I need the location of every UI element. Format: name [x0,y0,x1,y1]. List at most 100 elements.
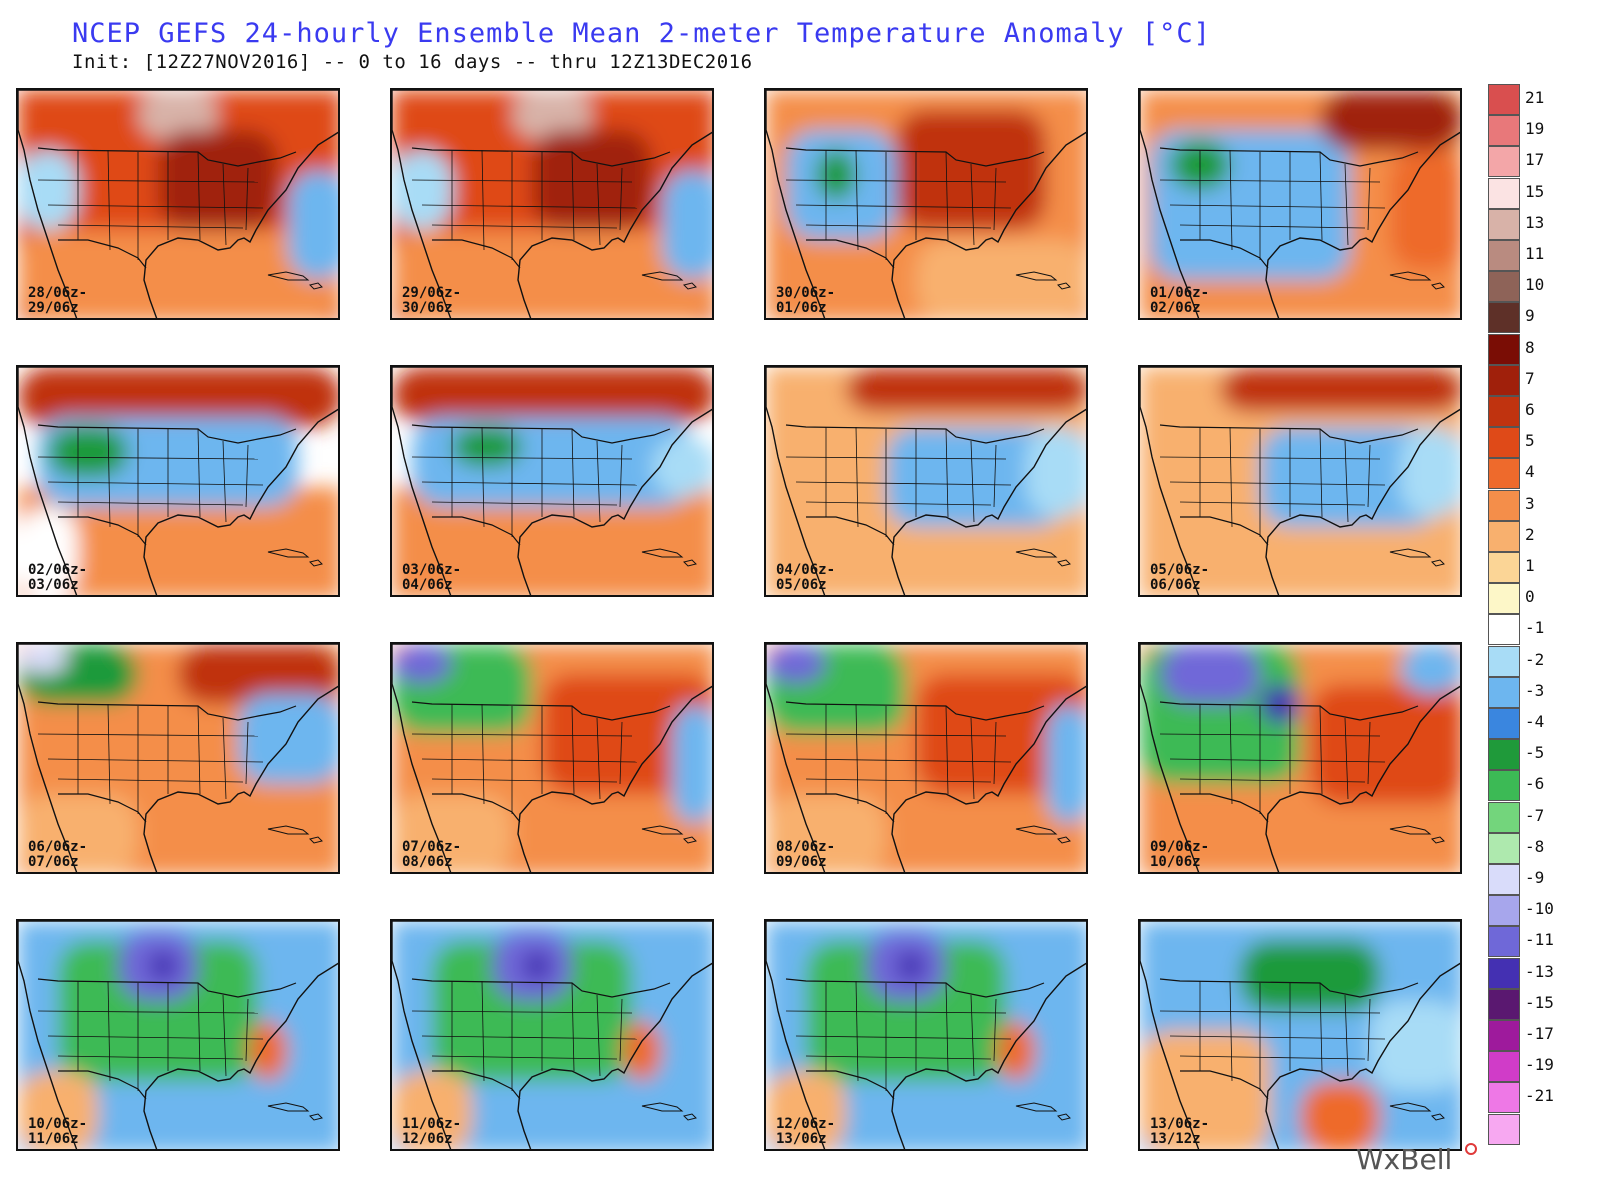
anomaly-map [18,921,338,1149]
colorbar-swatch [1488,84,1520,115]
caribbean-islands [1389,548,1445,567]
caribbean-islands [641,548,697,567]
colorbar-tick-label: 5 [1525,431,1535,451]
colorbar-swatch [1488,489,1520,521]
state-border [245,444,249,508]
coastline [1140,644,1460,872]
coastline [392,90,712,318]
colorbar-swatch [1488,146,1520,178]
state-border [1344,440,1349,523]
valid-time-start: 01/06z- [1150,285,1210,301]
anomaly-map-panel: 01/06z- 02/06z [1138,88,1462,320]
colorbar-tick-label: 3 [1525,493,1535,513]
state-border [107,426,111,528]
country-border [785,978,1045,998]
anomaly-map [392,90,712,318]
colorbar-swatch [1488,708,1520,739]
colorbar-tick-label: -5 [1525,743,1545,763]
country-border [1159,147,1419,167]
state-border [481,703,485,805]
valid-time-start: 04/06z- [776,562,836,578]
anomaly-map-panel: 28/06z- 29/06z [16,88,340,320]
coastline [18,367,338,595]
state-border [1367,998,1371,1062]
state-border [970,994,975,1077]
colorbar-tick-label: -9 [1525,868,1545,887]
colorbar-tick-label: 1 [1525,556,1535,575]
state-border [421,204,638,209]
state-border [855,149,859,251]
valid-time-label: 03/06z- 04/06z [402,563,461,593]
country-border [1159,978,1419,998]
anomaly-map-panel: 30/06z- 01/06z [764,88,1088,320]
colorbar-tick-label: -1 [1525,618,1545,638]
state-border [197,151,201,241]
valid-time-end: 06/06z [1150,577,1201,593]
state-border [222,163,227,246]
valid-time-end: 13/12z [1150,1131,1201,1147]
wxbell-logo: WxBell [1356,1143,1453,1176]
colorbar-tick-label: -3 [1525,680,1545,700]
anomaly-map-panel: 29/06z- 30/06z [390,88,714,320]
state-border [411,1010,633,1014]
anomaly-field [1140,367,1460,595]
valid-time-end: 09/06z [776,854,827,870]
state-border [805,778,992,783]
state-border [1169,204,1386,209]
anomaly-map [18,90,338,318]
colorbar-tick-label: -7 [1525,805,1545,825]
state-border [431,224,618,229]
country-border [785,147,1045,167]
valid-time-end: 13/06z [776,1131,827,1147]
anomaly-map-panel: 11/06z- 12/06z [390,919,714,1151]
colorbar-swatch [1488,115,1520,147]
country-border [411,701,671,721]
valid-time-label: 13/06z- 13/12z [1150,1117,1209,1147]
colorbar-tick-label: -4 [1525,712,1545,731]
colorbar-tick-label: 17 [1525,150,1545,170]
state-border [47,481,264,486]
colorbar-swatch [1488,583,1520,615]
colorbar-swatch [1488,739,1520,771]
state-border [411,733,633,737]
coastline [1140,90,1460,318]
anomaly-field [1140,921,1460,1149]
state-border [1229,426,1233,528]
country-border [37,147,297,167]
state-border [1344,163,1349,246]
anomaly-map [766,921,1086,1149]
state-border [596,994,601,1077]
state-border [945,982,949,1072]
state-border [47,204,264,209]
caribbean-islands [267,825,323,844]
state-border [795,1035,1012,1040]
valid-time-label: 02/06z- 03/06z [28,563,87,593]
anomaly-map-panel: 07/06z- 08/06z [390,642,714,874]
valid-time-start: 07/06z- [402,839,462,855]
colorbar-swatch [1488,552,1520,583]
state-border [431,501,618,506]
valid-time-label: 07/06z- 08/06z [402,840,461,870]
colorbar-swatch [1488,801,1520,833]
colorbar-tick-label: 15 [1525,181,1545,201]
colorbar-tick-label: 4 [1525,462,1535,482]
anomaly-map-panel: 05/06z- 06/06z [1138,365,1462,597]
state-border [107,703,111,805]
state-border [47,758,264,763]
state-border [785,456,1007,460]
anomaly-map [766,90,1086,318]
anomaly-field [1140,90,1460,318]
country-border [785,424,1045,444]
anomaly-map [18,644,338,872]
colorbar-swatch [1488,832,1520,864]
colorbar-swatch [1488,364,1520,396]
valid-time-label: 05/06z- 06/06z [1150,563,1209,593]
anomaly-map [1140,90,1460,318]
caribbean-islands [1389,825,1445,844]
colorbar-tick-label: -11 [1525,930,1554,950]
colorbar-tick-label: -2 [1525,649,1545,669]
valid-time-end: 05/06z [776,577,827,593]
valid-time-label: 11/06z- 12/06z [402,1117,461,1147]
valid-time-start: 12/06z- [776,1116,836,1132]
country-border [411,424,671,444]
